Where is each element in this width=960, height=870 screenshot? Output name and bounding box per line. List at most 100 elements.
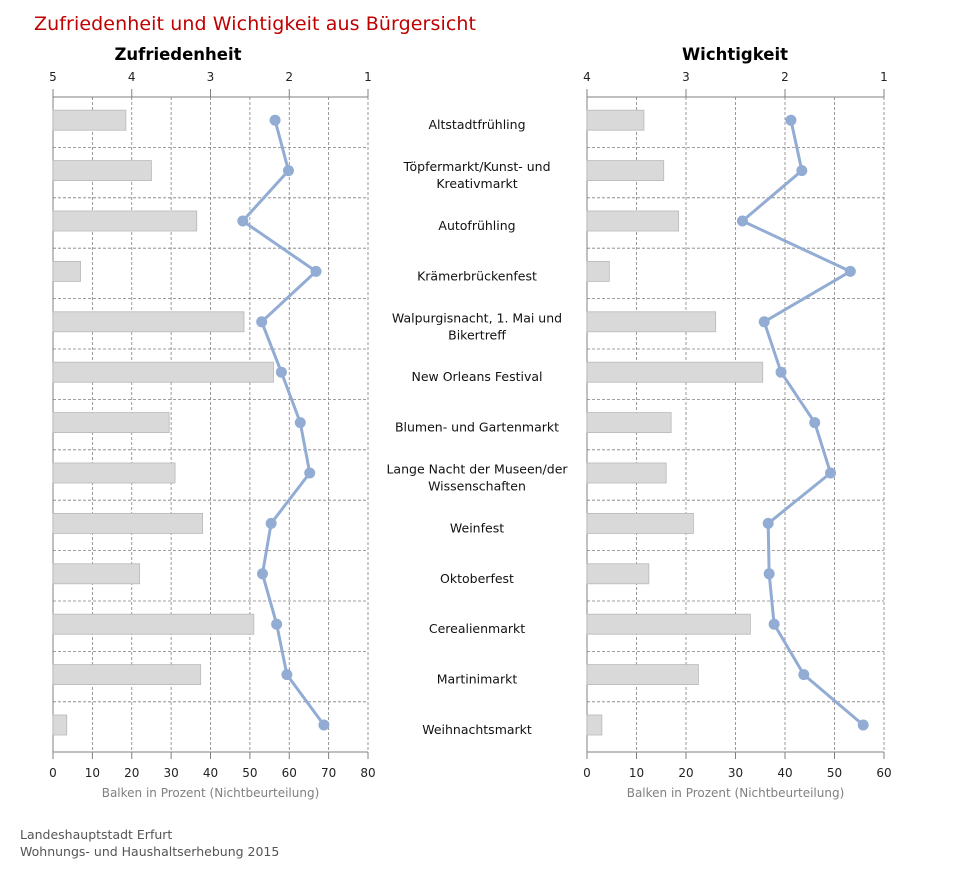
- panel-title: Zufriedenheit: [114, 45, 241, 64]
- bar-tick-label: 70: [321, 766, 336, 780]
- bar-axis-label: Balken in Prozent (Nichtbeurteilung): [102, 786, 320, 800]
- bar-tick-label: 20: [678, 766, 693, 780]
- bar: [52, 462, 176, 484]
- rating-point: [282, 165, 294, 177]
- bar: [586, 563, 650, 585]
- category-label: Oktoberfest: [440, 571, 514, 586]
- bar: [52, 563, 141, 585]
- bar-tick-label: 20: [124, 766, 139, 780]
- rating-point: [256, 568, 268, 580]
- category-label: Blumen- und Gartenmarkt: [395, 420, 559, 435]
- bar-tick-label: 60: [876, 766, 891, 780]
- category-label: Autofrühling: [438, 218, 515, 233]
- bar-tick-label: 10: [85, 766, 100, 780]
- bar-tick-label: 0: [583, 766, 591, 780]
- bar: [586, 412, 672, 434]
- rating-point: [825, 467, 837, 479]
- page-title: Zufriedenheit und Wichtigkeit aus Bürger…: [34, 13, 477, 35]
- bar: [52, 160, 152, 182]
- rating-point: [758, 316, 770, 328]
- bar-tick-label: 10: [629, 766, 644, 780]
- rating-point: [768, 618, 780, 630]
- rating-line: [740, 119, 865, 727]
- rating-point: [294, 417, 306, 429]
- rating-point: [736, 215, 748, 227]
- bar: [52, 664, 202, 685]
- bar: [52, 260, 81, 282]
- category-label: Wissenschaften: [428, 479, 526, 494]
- category-label: Kreativmarkt: [436, 176, 517, 191]
- bar: [586, 513, 694, 534]
- bar: [586, 714, 603, 736]
- category-label: Bikertreff: [448, 327, 506, 342]
- bar: [52, 613, 255, 635]
- category-label: Walpurgisnacht, 1. Mai und: [392, 310, 562, 325]
- bar: [586, 109, 645, 131]
- bar: [586, 462, 667, 484]
- bar: [586, 210, 679, 232]
- rating-point: [844, 265, 856, 277]
- bar: [586, 361, 764, 383]
- bar: [586, 311, 717, 333]
- bar: [52, 109, 127, 131]
- rating-point: [265, 517, 277, 529]
- rating-point: [763, 568, 775, 580]
- rating-point: [304, 467, 316, 479]
- rating-point: [256, 316, 268, 328]
- bar-tick-label: 0: [49, 766, 57, 780]
- bar: [52, 412, 170, 434]
- bar-tick-label: 40: [203, 766, 218, 780]
- rating-tick-label: 2: [285, 70, 293, 84]
- category-label: Weinfest: [450, 520, 504, 535]
- rating-point: [275, 366, 287, 378]
- bar-tick-label: 60: [282, 766, 297, 780]
- bar: [52, 311, 245, 333]
- rating-point: [857, 719, 869, 731]
- bar-tick-label: 40: [777, 766, 792, 780]
- category-label: Weihnachtsmarkt: [422, 722, 532, 737]
- rating-tick-label: 3: [207, 70, 215, 84]
- bar-axis-label: Balken in Prozent (Nichtbeurteilung): [627, 786, 845, 800]
- category-label: Krämerbrückenfest: [417, 268, 537, 283]
- rating-point: [809, 417, 821, 429]
- rating-point: [785, 114, 797, 126]
- rating-point: [798, 669, 810, 681]
- bar: [52, 714, 68, 736]
- bar-tick-label: 30: [163, 766, 178, 780]
- category-labels: Altstadtfrühling Töpfermarkt/Kunst- und Kr…: [386, 117, 568, 737]
- rating-point: [775, 366, 787, 378]
- category-label: Altstadtfrühling: [428, 117, 525, 132]
- category-label: Töpfermarkt/Kunst- und: [402, 159, 550, 174]
- bar: [586, 160, 665, 182]
- rating-point: [237, 215, 249, 227]
- rating-tick-label: 4: [128, 70, 136, 84]
- bar-tick-label: 50: [827, 766, 842, 780]
- rating-line: [241, 119, 326, 726]
- bar: [586, 664, 699, 685]
- bar-tick-label: 30: [728, 766, 743, 780]
- bar: [52, 361, 274, 383]
- bar: [586, 613, 751, 635]
- panel-title: Wichtigkeit: [682, 45, 788, 64]
- category-label: Lange Nacht der Museen/der: [386, 462, 568, 477]
- bar: [586, 260, 610, 282]
- bar: [52, 513, 204, 534]
- rating-tick-label: 5: [49, 70, 57, 84]
- rating-point: [318, 719, 330, 731]
- rating-tick-label: 2: [781, 70, 789, 84]
- footer-line-1: Landeshauptstadt Erfurt: [20, 827, 173, 842]
- rating-point: [271, 618, 283, 630]
- rating-tick-label: 1: [364, 70, 372, 84]
- rating-point: [281, 669, 293, 681]
- rating-tick-label: 3: [682, 70, 690, 84]
- rating-point: [796, 165, 808, 177]
- rating-tick-label: 4: [583, 70, 591, 84]
- category-label: Cerealienmarkt: [429, 621, 525, 636]
- rating-tick-label: 1: [880, 70, 888, 84]
- bar: [52, 210, 198, 232]
- footer-line-2: Wohnungs- und Haushaltserhebung 2015: [20, 844, 280, 859]
- rating-point: [762, 517, 774, 529]
